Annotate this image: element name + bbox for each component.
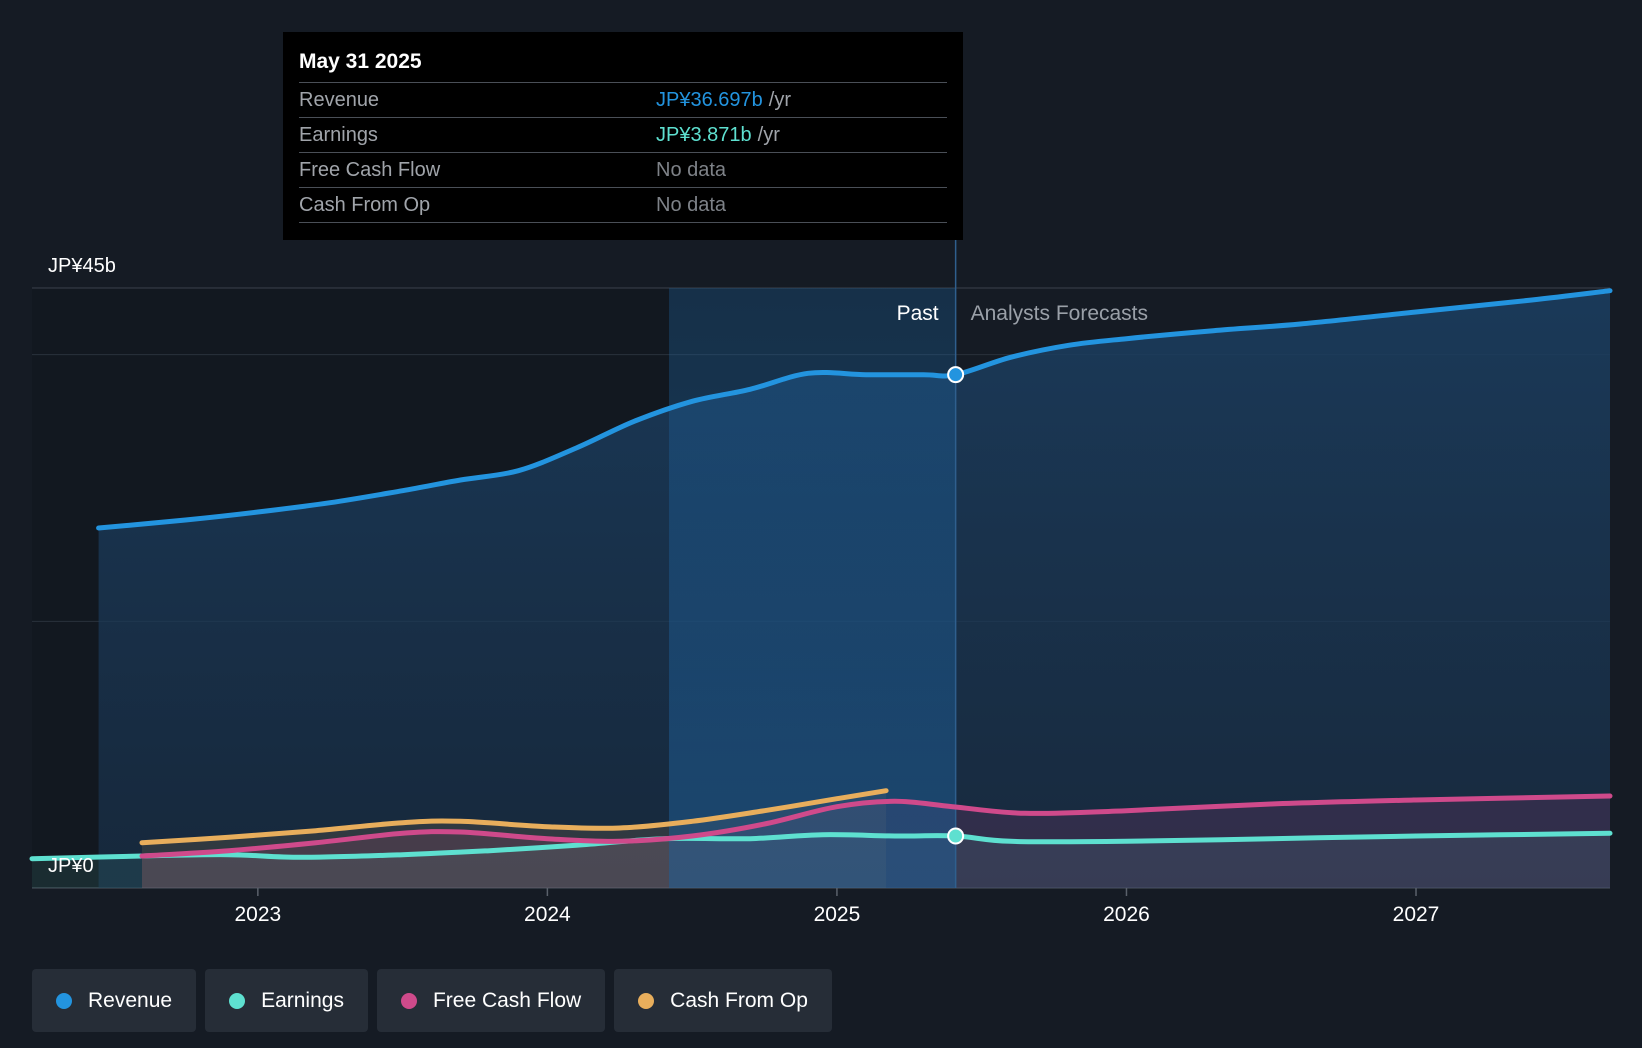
y-axis-label-top: JP¥45b	[48, 255, 116, 277]
tooltip-row-cash-from-op: Cash From Op No data	[299, 188, 947, 223]
tooltip-unit: /yr	[768, 89, 791, 111]
legend-dot-icon	[229, 992, 246, 1009]
legend-item-free-cash-flow[interactable]: Free Cash Flow	[376, 969, 606, 1032]
legend-item-cash-from-op[interactable]: Cash From Op	[614, 969, 832, 1032]
past-label: Past	[897, 302, 939, 325]
highlight-band	[668, 240, 957, 888]
legend-label: Earnings	[261, 988, 344, 1012]
legend-label: Cash From Op	[670, 988, 808, 1012]
legend-dot-icon	[56, 992, 72, 1009]
x-tick-label: 2025	[814, 903, 861, 926]
tooltip-label: Earnings	[299, 124, 378, 146]
tooltip: May 31 2025 Revenue JP¥36.697b/yr Earnin…	[283, 32, 963, 240]
line-revenue	[96, 288, 1613, 531]
x-tick-label: 2023	[234, 903, 281, 926]
x-tick-label: 2027	[1393, 903, 1440, 926]
legend-label: Free Cash Flow	[432, 988, 582, 1012]
tooltip-value: JP¥3.871b	[656, 124, 752, 146]
tooltip-value: JP¥36.697b	[656, 89, 763, 111]
tooltip-row-revenue: Revenue JP¥36.697b/yr	[299, 83, 947, 118]
line-earnings	[29, 830, 1613, 862]
x-tick-label: 2026	[1103, 903, 1150, 926]
legend-item-revenue[interactable]: Revenue	[32, 969, 197, 1032]
series-markers	[947, 366, 965, 845]
marker-earnings	[947, 827, 965, 845]
tooltip-label: Cash From Op	[299, 194, 431, 216]
line-free-cash-flow	[139, 793, 1613, 859]
tooltip-date: May 31 2025	[299, 46, 947, 83]
tooltip-unit: /yr	[757, 124, 780, 146]
tooltip-row-free-cash-flow: Free Cash Flow No data	[299, 153, 947, 188]
legend-item-earnings[interactable]: Earnings	[205, 969, 368, 1032]
legend-dot-icon	[638, 992, 655, 1009]
x-tick-label: 2024	[524, 903, 571, 926]
tooltip-label: Revenue	[299, 89, 380, 111]
tooltip-row-earnings: Earnings JP¥3.871b/yr	[299, 118, 947, 153]
forecast-label: Analysts Forecasts	[971, 302, 1148, 325]
tooltip-value: No data	[656, 194, 727, 216]
tooltip-value: No data	[656, 159, 727, 181]
line-cash-from-op	[139, 788, 889, 846]
legend-dot-icon	[400, 992, 417, 1009]
legend: Revenue Earnings Free Cash Flow Cash Fro…	[32, 969, 832, 1032]
axis-labels: JP¥45b JP¥0 2023 2024 2025 2026 2027 Past Analys…	[48, 255, 1439, 926]
legend-label: Revenue	[88, 988, 173, 1012]
marker-revenue	[947, 366, 965, 384]
series-lines	[29, 288, 1613, 862]
y-axis-label-bottom: JP¥0	[48, 855, 94, 877]
highlight-band-rect	[668, 288, 956, 888]
tooltip-label: Free Cash Flow	[299, 159, 441, 181]
